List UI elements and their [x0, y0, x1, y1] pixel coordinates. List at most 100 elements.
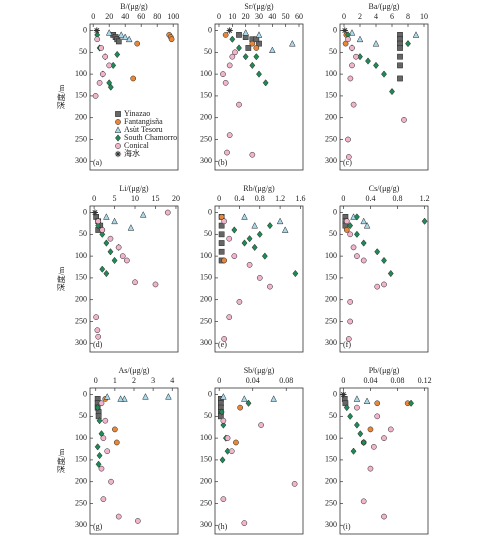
point [168, 36, 175, 43]
point [232, 49, 238, 56]
y-tick-label: 200 [325, 295, 337, 304]
y-tick-label: 200 [75, 295, 87, 304]
point [219, 456, 226, 464]
x-tick-label: 5 [113, 194, 117, 203]
x-tick-label: 40 [268, 12, 276, 21]
point [102, 417, 109, 424]
point [164, 209, 171, 216]
panel-label: (i) [343, 522, 351, 531]
point [345, 154, 352, 160]
point [347, 75, 354, 82]
y-tick-label: 0 [83, 207, 87, 216]
point [100, 435, 107, 441]
point [292, 269, 299, 278]
panel-title: Rb/(μg/g) [243, 184, 275, 193]
legend-marker [115, 111, 121, 117]
point [242, 53, 249, 61]
point [241, 213, 248, 220]
point [103, 213, 110, 220]
point [114, 50, 121, 59]
point [401, 117, 407, 123]
point [354, 213, 360, 221]
point [397, 53, 403, 60]
y-tick-label: 100 [75, 433, 87, 442]
x-tick-label: 0 [341, 376, 345, 385]
legend-marker [114, 150, 122, 158]
point [241, 395, 248, 402]
y-tick-label: 0 [208, 25, 212, 34]
point [251, 243, 258, 251]
point [220, 496, 227, 502]
point [343, 227, 350, 233]
x-tick-label: 100 [167, 12, 179, 21]
point [374, 400, 381, 407]
point [218, 408, 225, 416]
point [256, 275, 263, 281]
point [245, 45, 252, 51]
point [222, 32, 229, 38]
point [258, 422, 264, 428]
y-tick-label: 100 [200, 251, 212, 260]
x-tick-label: 0 [342, 12, 346, 21]
point [246, 235, 253, 243]
point [105, 29, 113, 36]
x-tick-label: 0.08 [391, 376, 405, 385]
x-tick-label: 1.6 [295, 194, 305, 203]
point [241, 239, 248, 247]
y-axis-label: 深度/m [56, 84, 66, 109]
point [220, 417, 227, 424]
point [356, 35, 364, 43]
point [134, 40, 141, 47]
x-tick-label: 0 [94, 376, 98, 385]
x-tick-label: 1 [113, 376, 117, 385]
point [343, 404, 350, 412]
panel-title: Sb/(μg/g) [244, 366, 275, 375]
point [139, 211, 147, 218]
point [347, 231, 354, 238]
y-tick-label: 50 [79, 47, 87, 56]
y-tick-label: 150 [200, 455, 212, 464]
point [218, 240, 225, 246]
point [226, 235, 233, 242]
x-tick-label: 20 [172, 194, 180, 203]
point [350, 244, 357, 251]
point [387, 269, 394, 278]
y-tick-label: 300 [325, 156, 337, 165]
plot-frame [89, 23, 179, 171]
panel-title: Ba/(μg/g) [369, 2, 400, 11]
point [267, 222, 273, 230]
x-tick-label: 4 [170, 376, 174, 385]
legend-marker [114, 126, 122, 133]
point [99, 230, 106, 238]
point [373, 61, 379, 69]
y-tick-label: 200 [200, 113, 212, 122]
point [237, 404, 243, 411]
point [95, 460, 102, 468]
x-tick-label: 20 [105, 12, 113, 21]
plot-frame [214, 387, 304, 535]
point [354, 253, 360, 259]
point [220, 71, 226, 77]
point [241, 520, 248, 526]
x-tick-label: 0 [341, 194, 345, 203]
point [220, 421, 227, 429]
y-tick-label: 300 [200, 156, 212, 165]
point [132, 279, 138, 286]
point [229, 35, 236, 43]
point [397, 45, 403, 51]
point [99, 265, 106, 273]
y-tick-label: 200 [75, 113, 87, 122]
point [245, 399, 252, 407]
point [111, 217, 118, 225]
point [117, 395, 124, 402]
point [360, 498, 367, 505]
point [220, 393, 227, 400]
point [381, 281, 387, 288]
point [347, 299, 354, 305]
point [94, 327, 101, 334]
point [165, 393, 172, 400]
legend-label: Yinazao [124, 109, 150, 118]
point [98, 465, 105, 472]
point [363, 397, 371, 404]
point [354, 230, 360, 238]
